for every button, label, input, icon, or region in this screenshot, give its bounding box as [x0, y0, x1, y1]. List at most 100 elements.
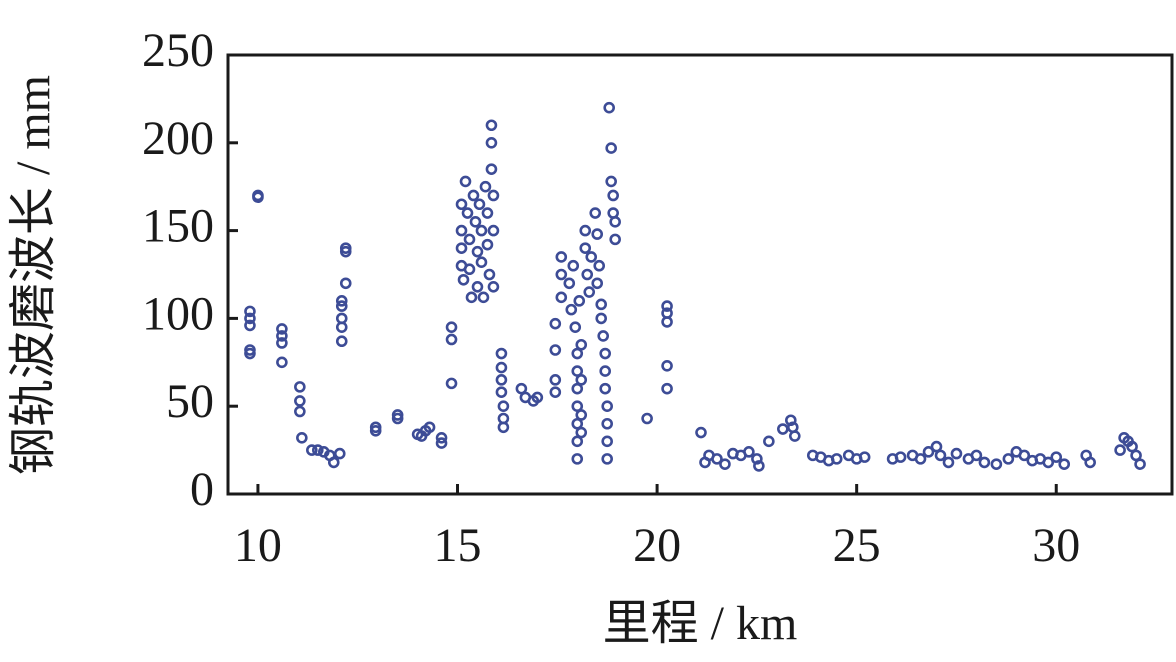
point	[599, 365, 612, 377]
point	[970, 449, 983, 462]
point	[423, 421, 436, 434]
point	[591, 277, 604, 290]
point	[445, 333, 458, 346]
point	[934, 449, 947, 462]
point	[609, 216, 621, 228]
point	[571, 400, 584, 413]
point	[753, 460, 765, 472]
point	[990, 458, 1003, 470]
point	[930, 440, 943, 453]
point	[565, 303, 578, 316]
point	[573, 295, 586, 307]
point	[473, 198, 486, 211]
x-tick-label: 10	[234, 519, 282, 572]
point	[591, 228, 604, 240]
point	[579, 224, 592, 237]
point	[942, 456, 955, 469]
point	[575, 426, 588, 439]
point	[497, 400, 510, 413]
point	[465, 291, 478, 304]
point	[515, 382, 528, 395]
point	[1050, 451, 1063, 463]
point	[479, 180, 492, 193]
point	[581, 268, 594, 281]
point	[1130, 449, 1142, 462]
point	[571, 382, 584, 395]
point	[495, 347, 508, 360]
point	[830, 453, 843, 465]
point	[763, 435, 775, 448]
point	[661, 316, 673, 328]
x-tick-label: 15	[434, 519, 482, 572]
point	[296, 432, 308, 444]
point	[1134, 458, 1146, 470]
point	[469, 216, 482, 228]
point	[583, 286, 596, 298]
point	[244, 312, 256, 325]
x-tick-label: 20	[633, 519, 681, 572]
point	[294, 395, 306, 407]
point	[244, 347, 256, 360]
point	[609, 233, 621, 246]
point	[1058, 458, 1071, 470]
point	[785, 414, 797, 427]
point	[914, 453, 927, 465]
point	[595, 312, 608, 325]
point	[950, 447, 963, 460]
point	[463, 233, 476, 246]
point	[719, 458, 731, 470]
x-tick-label: 25	[833, 519, 881, 572]
point	[495, 361, 508, 374]
point	[477, 291, 490, 304]
point	[777, 423, 789, 435]
point	[327, 456, 340, 469]
point	[335, 295, 348, 307]
point	[549, 386, 562, 398]
point	[661, 382, 673, 395]
point	[978, 456, 991, 469]
point	[333, 447, 346, 460]
x-tick-label: 30	[1032, 519, 1080, 572]
point	[661, 360, 673, 372]
point	[1114, 444, 1126, 456]
point	[661, 300, 673, 312]
point	[335, 335, 348, 348]
point	[894, 451, 907, 463]
point	[563, 277, 576, 290]
point	[459, 175, 472, 188]
point	[455, 198, 468, 211]
plot-frame	[226, 53, 1174, 496]
point	[571, 347, 584, 360]
point	[312, 444, 324, 456]
point	[555, 291, 568, 304]
point	[571, 365, 584, 377]
point	[593, 259, 606, 272]
point	[481, 238, 494, 251]
point	[601, 435, 613, 448]
point	[435, 437, 448, 449]
point	[244, 305, 256, 318]
point	[579, 242, 592, 254]
point	[487, 224, 500, 237]
point	[485, 119, 498, 132]
point	[571, 435, 584, 448]
point	[788, 430, 801, 442]
point	[276, 356, 288, 369]
point	[467, 189, 480, 202]
point	[589, 207, 602, 219]
point	[463, 263, 476, 276]
point	[455, 242, 468, 254]
y-tick-label: 100	[142, 287, 214, 340]
point	[461, 207, 474, 219]
point	[549, 374, 562, 386]
y-tick-label: 0	[190, 463, 214, 516]
point	[335, 321, 348, 333]
point	[549, 344, 562, 356]
point	[294, 381, 306, 393]
point	[575, 338, 588, 351]
point	[471, 245, 484, 258]
point	[485, 137, 498, 149]
point	[335, 300, 348, 312]
point	[555, 268, 568, 281]
